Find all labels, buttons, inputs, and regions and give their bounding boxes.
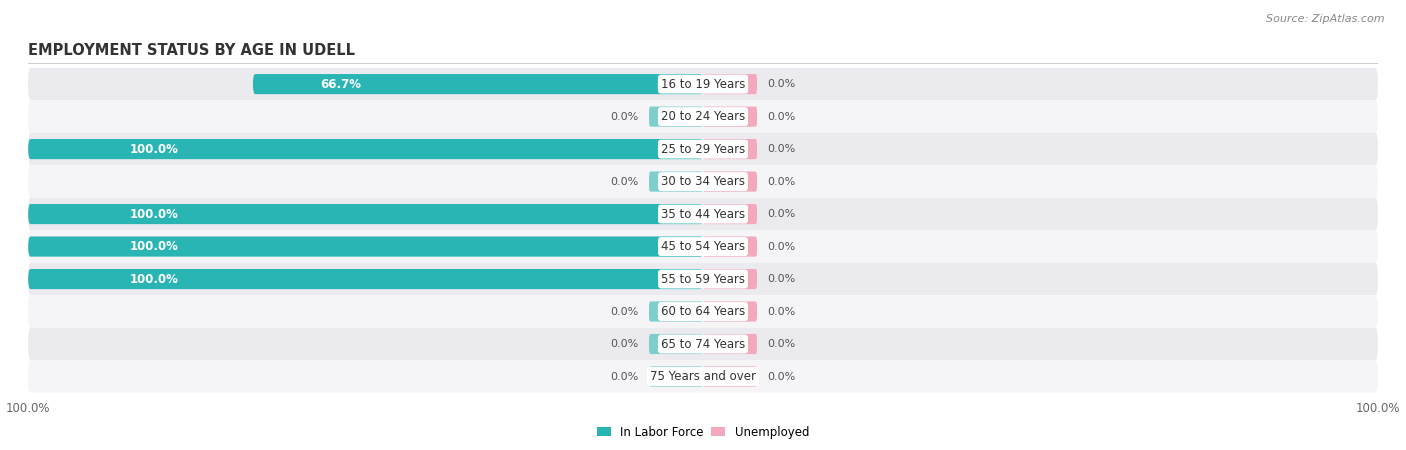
Text: 16 to 19 Years: 16 to 19 Years <box>661 77 745 90</box>
Text: 100.0%: 100.0% <box>129 143 179 156</box>
FancyBboxPatch shape <box>28 68 1378 100</box>
Text: 65 to 74 Years: 65 to 74 Years <box>661 338 745 351</box>
Text: 66.7%: 66.7% <box>321 77 361 90</box>
FancyBboxPatch shape <box>28 133 1378 165</box>
Text: 0.0%: 0.0% <box>768 242 796 252</box>
FancyBboxPatch shape <box>650 334 703 354</box>
Text: 0.0%: 0.0% <box>610 372 638 382</box>
FancyBboxPatch shape <box>28 198 1378 230</box>
FancyBboxPatch shape <box>703 74 756 94</box>
FancyBboxPatch shape <box>28 204 703 224</box>
FancyBboxPatch shape <box>28 269 703 289</box>
FancyBboxPatch shape <box>703 334 756 354</box>
FancyBboxPatch shape <box>650 366 703 387</box>
FancyBboxPatch shape <box>28 237 703 256</box>
Text: 0.0%: 0.0% <box>610 339 638 349</box>
Text: 0.0%: 0.0% <box>768 112 796 122</box>
FancyBboxPatch shape <box>703 107 756 127</box>
FancyBboxPatch shape <box>28 165 1378 198</box>
FancyBboxPatch shape <box>28 100 1378 133</box>
Text: 0.0%: 0.0% <box>610 176 638 187</box>
Text: 0.0%: 0.0% <box>768 209 796 219</box>
FancyBboxPatch shape <box>28 230 1378 263</box>
Text: 0.0%: 0.0% <box>768 306 796 316</box>
FancyBboxPatch shape <box>28 360 1378 393</box>
Text: 0.0%: 0.0% <box>610 306 638 316</box>
FancyBboxPatch shape <box>650 107 703 127</box>
FancyBboxPatch shape <box>703 171 756 192</box>
Text: 35 to 44 Years: 35 to 44 Years <box>661 207 745 220</box>
Text: 60 to 64 Years: 60 to 64 Years <box>661 305 745 318</box>
Text: EMPLOYMENT STATUS BY AGE IN UDELL: EMPLOYMENT STATUS BY AGE IN UDELL <box>28 43 356 58</box>
FancyBboxPatch shape <box>650 171 703 192</box>
Text: 0.0%: 0.0% <box>768 79 796 89</box>
Text: 55 to 59 Years: 55 to 59 Years <box>661 273 745 286</box>
FancyBboxPatch shape <box>28 328 1378 360</box>
FancyBboxPatch shape <box>703 269 756 289</box>
FancyBboxPatch shape <box>28 139 703 159</box>
Text: 100.0%: 100.0% <box>129 207 179 220</box>
Text: Source: ZipAtlas.com: Source: ZipAtlas.com <box>1267 14 1385 23</box>
Text: 45 to 54 Years: 45 to 54 Years <box>661 240 745 253</box>
Text: 0.0%: 0.0% <box>768 176 796 187</box>
Text: 0.0%: 0.0% <box>768 372 796 382</box>
FancyBboxPatch shape <box>703 139 756 159</box>
FancyBboxPatch shape <box>28 263 1378 295</box>
Text: 75 Years and over: 75 Years and over <box>650 370 756 383</box>
FancyBboxPatch shape <box>703 366 756 387</box>
Text: 0.0%: 0.0% <box>768 339 796 349</box>
Text: 25 to 29 Years: 25 to 29 Years <box>661 143 745 156</box>
FancyBboxPatch shape <box>703 302 756 322</box>
FancyBboxPatch shape <box>650 302 703 322</box>
Text: 30 to 34 Years: 30 to 34 Years <box>661 175 745 188</box>
Text: 0.0%: 0.0% <box>610 112 638 122</box>
Legend: In Labor Force, Unemployed: In Labor Force, Unemployed <box>592 421 814 443</box>
Text: 100.0%: 100.0% <box>129 240 179 253</box>
FancyBboxPatch shape <box>28 295 1378 328</box>
FancyBboxPatch shape <box>253 74 703 94</box>
FancyBboxPatch shape <box>703 237 756 256</box>
Text: 0.0%: 0.0% <box>768 274 796 284</box>
FancyBboxPatch shape <box>703 204 756 224</box>
Text: 20 to 24 Years: 20 to 24 Years <box>661 110 745 123</box>
Text: 100.0%: 100.0% <box>129 273 179 286</box>
Text: 0.0%: 0.0% <box>768 144 796 154</box>
